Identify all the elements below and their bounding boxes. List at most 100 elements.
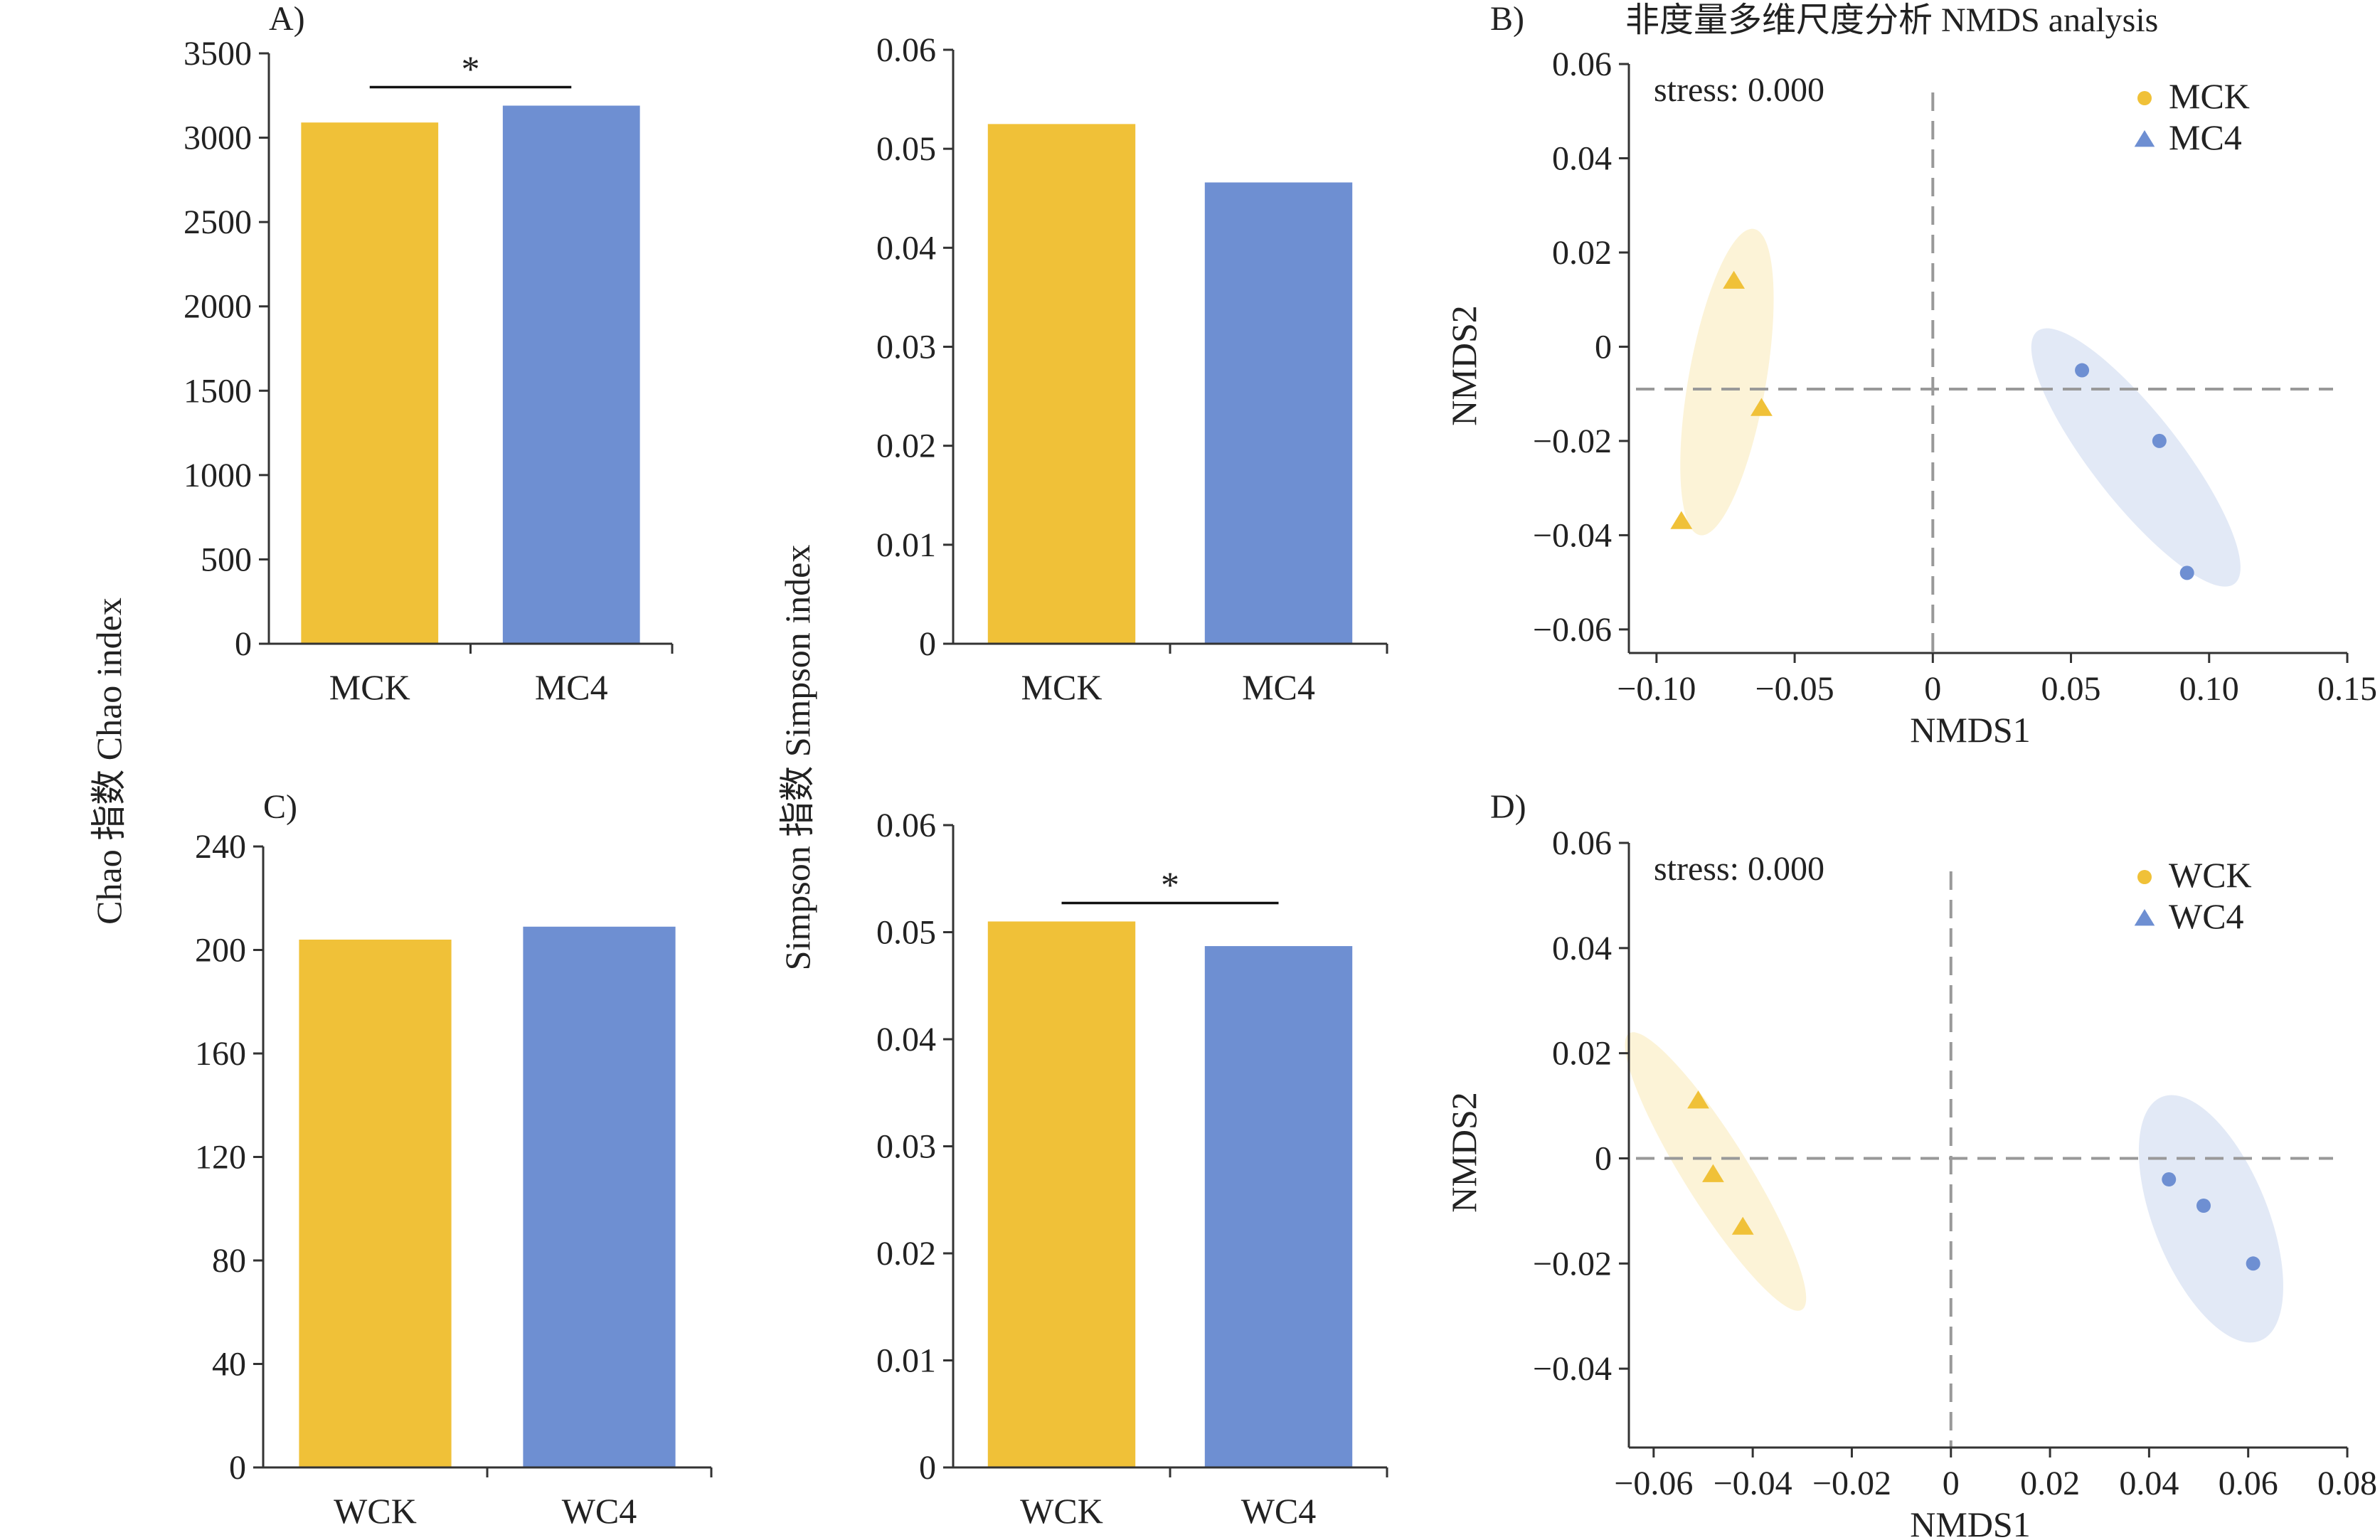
y-tick-label: 0.05 [876,130,936,168]
simpson-ylabel: Simpson 指数 Simpson index [777,545,817,971]
legend-c4-marker [2134,909,2155,926]
y-tick-label: 0.04 [1552,139,1612,177]
y-tick-label: 0.02 [1552,234,1612,272]
x-axis-label: NMDS1 [1910,710,2030,750]
ck-point [1702,1164,1724,1182]
panel-label: A) [269,0,305,38]
y-tick-label: 1500 [184,372,252,410]
legend-ck-label: MCK [2169,76,2250,116]
y-tick-label: 0.03 [876,1128,936,1166]
category-label: WC4 [562,1491,637,1531]
ck-point [1670,511,1693,529]
figure-title: 非度量多维尺度分析 NMDS analysis [1625,1,2158,39]
y-tick-label: 3000 [184,120,252,157]
y-tick-label: 3500 [184,35,252,73]
stress-label: stress: 0.000 [1654,71,1824,109]
c4-point [2179,565,2194,580]
category-label: WCK [334,1491,417,1531]
ck-point [1731,1216,1754,1235]
y-tick-label: 0 [235,625,252,663]
y-tick-label: 0 [229,1449,246,1487]
y-tick-label: 2500 [184,203,252,241]
panel-label: B) [1490,0,1524,38]
category-label: MC4 [1242,667,1315,707]
c4-point [2152,433,2167,448]
bar-wck [987,921,1136,1467]
y-tick-label: 120 [195,1139,246,1177]
bar-mc4 [1204,182,1353,644]
c4-ellipse [2031,328,2241,587]
y-tick-label: 200 [195,932,246,970]
y-tick-label: 0.04 [1552,930,1612,967]
y-tick-label: 0.04 [876,229,936,267]
y-tick-label: 0 [919,1449,936,1487]
legend-c4-label: MC4 [2169,117,2242,157]
x-tick-label: 0 [1943,1465,1960,1502]
c4-ellipse [2138,1095,2283,1343]
x-axis-label: NMDS1 [1910,1504,2030,1540]
y-tick-label: 0.06 [1552,46,1612,83]
y-tick-label: 2000 [184,288,252,326]
x-tick-label: 0.10 [2179,670,2239,708]
category-label: MCK [1021,667,1103,707]
y-axis-label: NMDS2 [1444,305,1484,425]
panel-label: C) [263,788,297,826]
ck-point [1687,1090,1709,1109]
y-tick-label: 0.01 [876,1342,936,1380]
y-tick-label: −0.04 [1533,516,1612,554]
x-tick-label: 0.05 [2041,670,2101,708]
panel-label: D) [1490,788,1526,826]
x-tick-label: 0.08 [2317,1465,2377,1502]
y-tick-label: 160 [195,1035,246,1073]
y-tick-label: 0 [919,625,936,663]
category-label: MC4 [535,667,608,707]
stress-label: stress: 0.000 [1654,850,1824,888]
bar-wc4 [523,926,676,1467]
x-tick-label: 0.04 [2119,1465,2179,1502]
ck-point [1751,398,1773,416]
y-tick-label: 0.01 [876,526,936,564]
x-tick-label: 0.02 [2020,1465,2080,1502]
legend-ck-marker [2137,870,2152,884]
bar-wck [299,939,452,1467]
bar-mck [987,124,1136,644]
x-tick-label: 0.15 [2317,670,2377,708]
y-tick-label: −0.02 [1533,423,1612,460]
chaoA-panel: A) MCK MC4 0 500 1000 1500 2000 2500 3000 3500 * [184,0,674,707]
c4-point [2162,1172,2177,1187]
y-tick-label: −0.02 [1533,1245,1612,1283]
ck-ellipse [1680,228,1774,536]
significance-star: * [462,50,480,90]
x-tick-label: −0.06 [1614,1465,1693,1502]
y-tick-label: 0.02 [876,1235,936,1273]
y-tick-label: 40 [212,1346,246,1384]
chao-ylabel: Chao 指数 Chao index [89,598,129,925]
y-tick-label: −0.06 [1533,611,1612,649]
y-tick-label: 80 [212,1242,246,1280]
legend-c4-label: WC4 [2169,896,2244,936]
y-tick-label: 0.05 [876,914,936,952]
y-tick-label: 0.06 [876,31,936,69]
y-tick-label: 0 [1595,328,1612,366]
legend-ck-marker [2137,91,2152,105]
category-label: WCK [1020,1491,1103,1531]
bar-wc4 [1204,946,1353,1467]
x-tick-label: −0.02 [1812,1465,1891,1502]
ck-point [1723,270,1746,289]
y-tick-label: 0.02 [876,428,936,465]
significance-star: * [1161,865,1179,906]
c4-point [2196,1199,2211,1213]
c4-point [2246,1256,2261,1271]
c4-point [2075,363,2090,378]
simpC-panel: WCK WC4 0 0.01 0.02 0.03 0.04 0.05 0.06 * [876,807,1388,1531]
y-tick-label: 0.04 [876,1021,936,1058]
category-label: MCK [329,667,410,707]
x-tick-label: 0 [1924,670,1941,708]
y-tick-label: 500 [201,541,252,578]
chaoC-panel: C) WCK WC4 0 40 80 120 160 200 240 [195,788,713,1531]
x-tick-label: −0.05 [1755,670,1834,708]
x-tick-label: −0.10 [1617,670,1696,708]
y-tick-label: 0.06 [1552,824,1612,862]
